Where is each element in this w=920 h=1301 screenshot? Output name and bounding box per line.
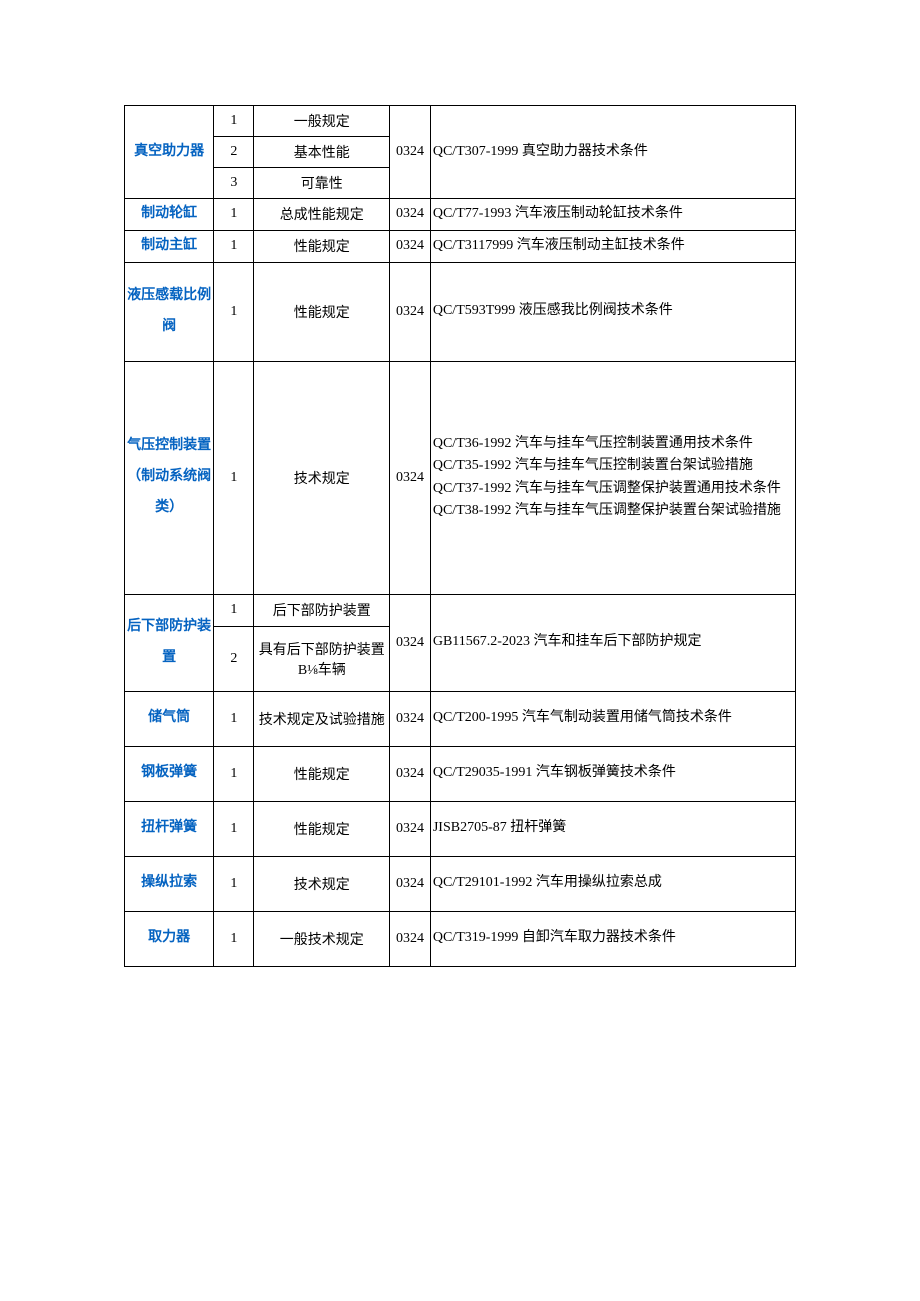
num-cell: 2	[214, 626, 254, 691]
table-row: 取力器 1 一般技术规定 0324 QC/T319-1999 自卸汽车取力器技术…	[125, 911, 796, 966]
spec-cell: 性能规定	[254, 746, 390, 801]
num-cell: 1	[214, 594, 254, 626]
table-row: 制动轮缸 1 总成性能规定 0324 QC/T77-1993 汽车液压制动轮缸技…	[125, 199, 796, 231]
spec-cell: 一般规定	[254, 106, 390, 137]
table-row: 钢板弹簧 1 性能规定 0324 QC/T29035-1991 汽车钢板弹簧技术…	[125, 746, 796, 801]
table-row: 储气筒 1 技术规定及试验措施 0324 QC/T200-1995 汽车气制动装…	[125, 691, 796, 746]
standard-cell: QC/T593T999 液压感我比例阀技术条件	[430, 262, 795, 361]
standard-cell: QC/T307-1999 真空助力器技术条件	[430, 106, 795, 199]
spec-cell: 性能规定	[254, 262, 390, 361]
standard-cell: QC/T29101-1992 汽车用操纵拉索总成	[430, 856, 795, 911]
num-cell: 3	[214, 168, 254, 199]
code-cell: 0324	[390, 230, 431, 262]
code-cell: 0324	[390, 911, 431, 966]
num-cell: 1	[214, 262, 254, 361]
code-cell: 0324	[390, 106, 431, 199]
table-row: 气压控制装置（制动系统阀类） 1 技术规定 0324 QC/T36-1992 汽…	[125, 361, 796, 594]
category-cell: 储气筒	[125, 691, 214, 746]
spec-cell: 基本性能	[254, 137, 390, 168]
num-cell: 1	[214, 746, 254, 801]
standard-cell: QC/T3117999 汽车液压制动主缸技术条件	[430, 230, 795, 262]
num-cell: 2	[214, 137, 254, 168]
spec-cell: 可靠性	[254, 168, 390, 199]
category-cell: 气压控制装置（制动系统阀类）	[125, 361, 214, 594]
code-cell: 0324	[390, 856, 431, 911]
code-cell: 0324	[390, 801, 431, 856]
spec-cell: 技术规定	[254, 361, 390, 594]
category-cell: 操纵拉索	[125, 856, 214, 911]
table-row: 后下部防护装置 1 后下部防护装置 0324 GB11567.2-2023 汽车…	[125, 594, 796, 626]
num-cell: 1	[214, 230, 254, 262]
category-cell: 后下部防护装置	[125, 594, 214, 691]
standard-cell: QC/T200-1995 汽车气制动装置用储气筒技术条件	[430, 691, 795, 746]
standard-cell: QC/T36-1992 汽车与挂车气压控制装置通用技术条件 QC/T35-199…	[430, 361, 795, 594]
standard-cell: JISB2705-87 扭杆弹簧	[430, 801, 795, 856]
spec-cell: 技术规定	[254, 856, 390, 911]
spec-cell: 具有后下部防护装置B⅛车辆	[254, 626, 390, 691]
spec-cell: 性能规定	[254, 230, 390, 262]
category-cell: 取力器	[125, 911, 214, 966]
standard-cell: QC/T77-1993 汽车液压制动轮缸技术条件	[430, 199, 795, 231]
category-cell: 制动轮缸	[125, 199, 214, 231]
spec-cell: 后下部防护装置	[254, 594, 390, 626]
category-cell: 液压感载比例阀	[125, 262, 214, 361]
code-cell: 0324	[390, 594, 431, 691]
standard-cell: QC/T319-1999 自卸汽车取力器技术条件	[430, 911, 795, 966]
standard-cell: QC/T29035-1991 汽车钢板弹簧技术条件	[430, 746, 795, 801]
num-cell: 1	[214, 691, 254, 746]
table-row: 液压感载比例阀 1 性能规定 0324 QC/T593T999 液压感我比例阀技…	[125, 262, 796, 361]
code-cell: 0324	[390, 199, 431, 231]
category-cell: 扭杆弹簧	[125, 801, 214, 856]
num-cell: 1	[214, 361, 254, 594]
spec-cell: 总成性能规定	[254, 199, 390, 231]
category-cell: 钢板弹簧	[125, 746, 214, 801]
code-cell: 0324	[390, 262, 431, 361]
spec-cell: 一般技术规定	[254, 911, 390, 966]
code-cell: 0324	[390, 691, 431, 746]
spec-cell: 技术规定及试验措施	[254, 691, 390, 746]
standard-cell: GB11567.2-2023 汽车和挂车后下部防护规定	[430, 594, 795, 691]
num-cell: 1	[214, 106, 254, 137]
category-cell: 制动主缸	[125, 230, 214, 262]
table-row: 真空助力器 1 一般规定 0324 QC/T307-1999 真空助力器技术条件	[125, 106, 796, 137]
table-row: 操纵拉索 1 技术规定 0324 QC/T29101-1992 汽车用操纵拉索总…	[125, 856, 796, 911]
num-cell: 1	[214, 911, 254, 966]
spec-cell: 性能规定	[254, 801, 390, 856]
code-cell: 0324	[390, 361, 431, 594]
num-cell: 1	[214, 801, 254, 856]
num-cell: 1	[214, 199, 254, 231]
category-cell: 真空助力器	[125, 106, 214, 199]
code-cell: 0324	[390, 746, 431, 801]
table-row: 制动主缸 1 性能规定 0324 QC/T3117999 汽车液压制动主缸技术条…	[125, 230, 796, 262]
num-cell: 1	[214, 856, 254, 911]
table-row: 扭杆弹簧 1 性能规定 0324 JISB2705-87 扭杆弹簧	[125, 801, 796, 856]
standards-table: 真空助力器 1 一般规定 0324 QC/T307-1999 真空助力器技术条件…	[124, 105, 796, 967]
